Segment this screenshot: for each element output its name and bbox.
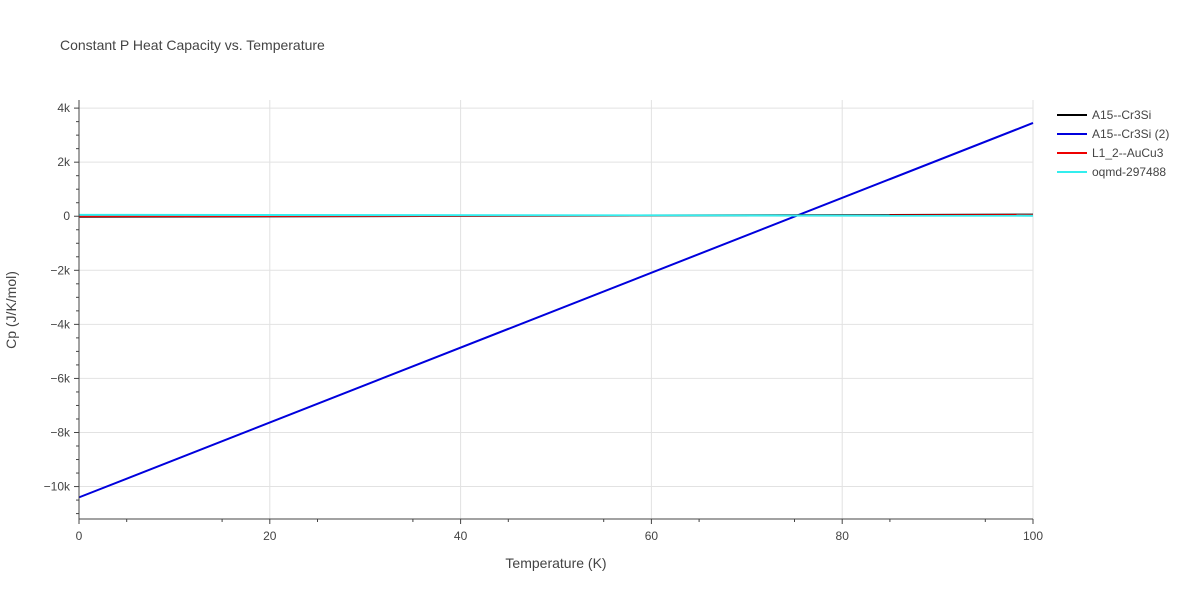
y-tick-label: 2k (57, 155, 71, 169)
y-tick-label: −6k (50, 371, 71, 385)
legend: A15--Cr3Si A15--Cr3Si (2) L1_2--AuCu3 oqmd-… (1057, 108, 1169, 179)
legend-label: A15--Cr3Si (2) (1092, 127, 1169, 141)
x-tick-label: 40 (454, 529, 468, 543)
x-axis-title: Temperature (K) (505, 555, 606, 571)
x-tick-label: 100 (1023, 529, 1043, 543)
legend-label: A15--Cr3Si (1092, 108, 1151, 122)
y-tick-label: 0 (63, 209, 70, 223)
y-tick-label: 4k (57, 101, 71, 115)
y-tick-label: −4k (50, 317, 71, 331)
y-tick-label: −2k (50, 263, 71, 277)
legend-label: L1_2--AuCu3 (1092, 146, 1164, 160)
plot-area (78, 122, 1034, 499)
x-tick-labels: 0 20 40 60 80 100 (76, 529, 1044, 543)
series-line-1 (78, 122, 1034, 499)
y-tick-label: −10k (44, 480, 71, 494)
x-tick-label: 20 (263, 529, 277, 543)
axes (74, 100, 1034, 524)
x-tick-label: 60 (645, 529, 659, 543)
legend-label: oqmd-297488 (1092, 165, 1166, 179)
x-tick-label: 80 (836, 529, 850, 543)
series-line-3 (78, 213, 1034, 217)
x-tick-label: 0 (76, 529, 83, 543)
chart-title: Constant P Heat Capacity vs. Temperature (60, 37, 325, 53)
y-tick-label: −8k (50, 425, 71, 439)
y-axis-title: Cp (J/K/mol) (3, 271, 19, 349)
y-tick-labels: −10k −8k −6k −4k −2k 0 2k 4k (44, 101, 71, 493)
